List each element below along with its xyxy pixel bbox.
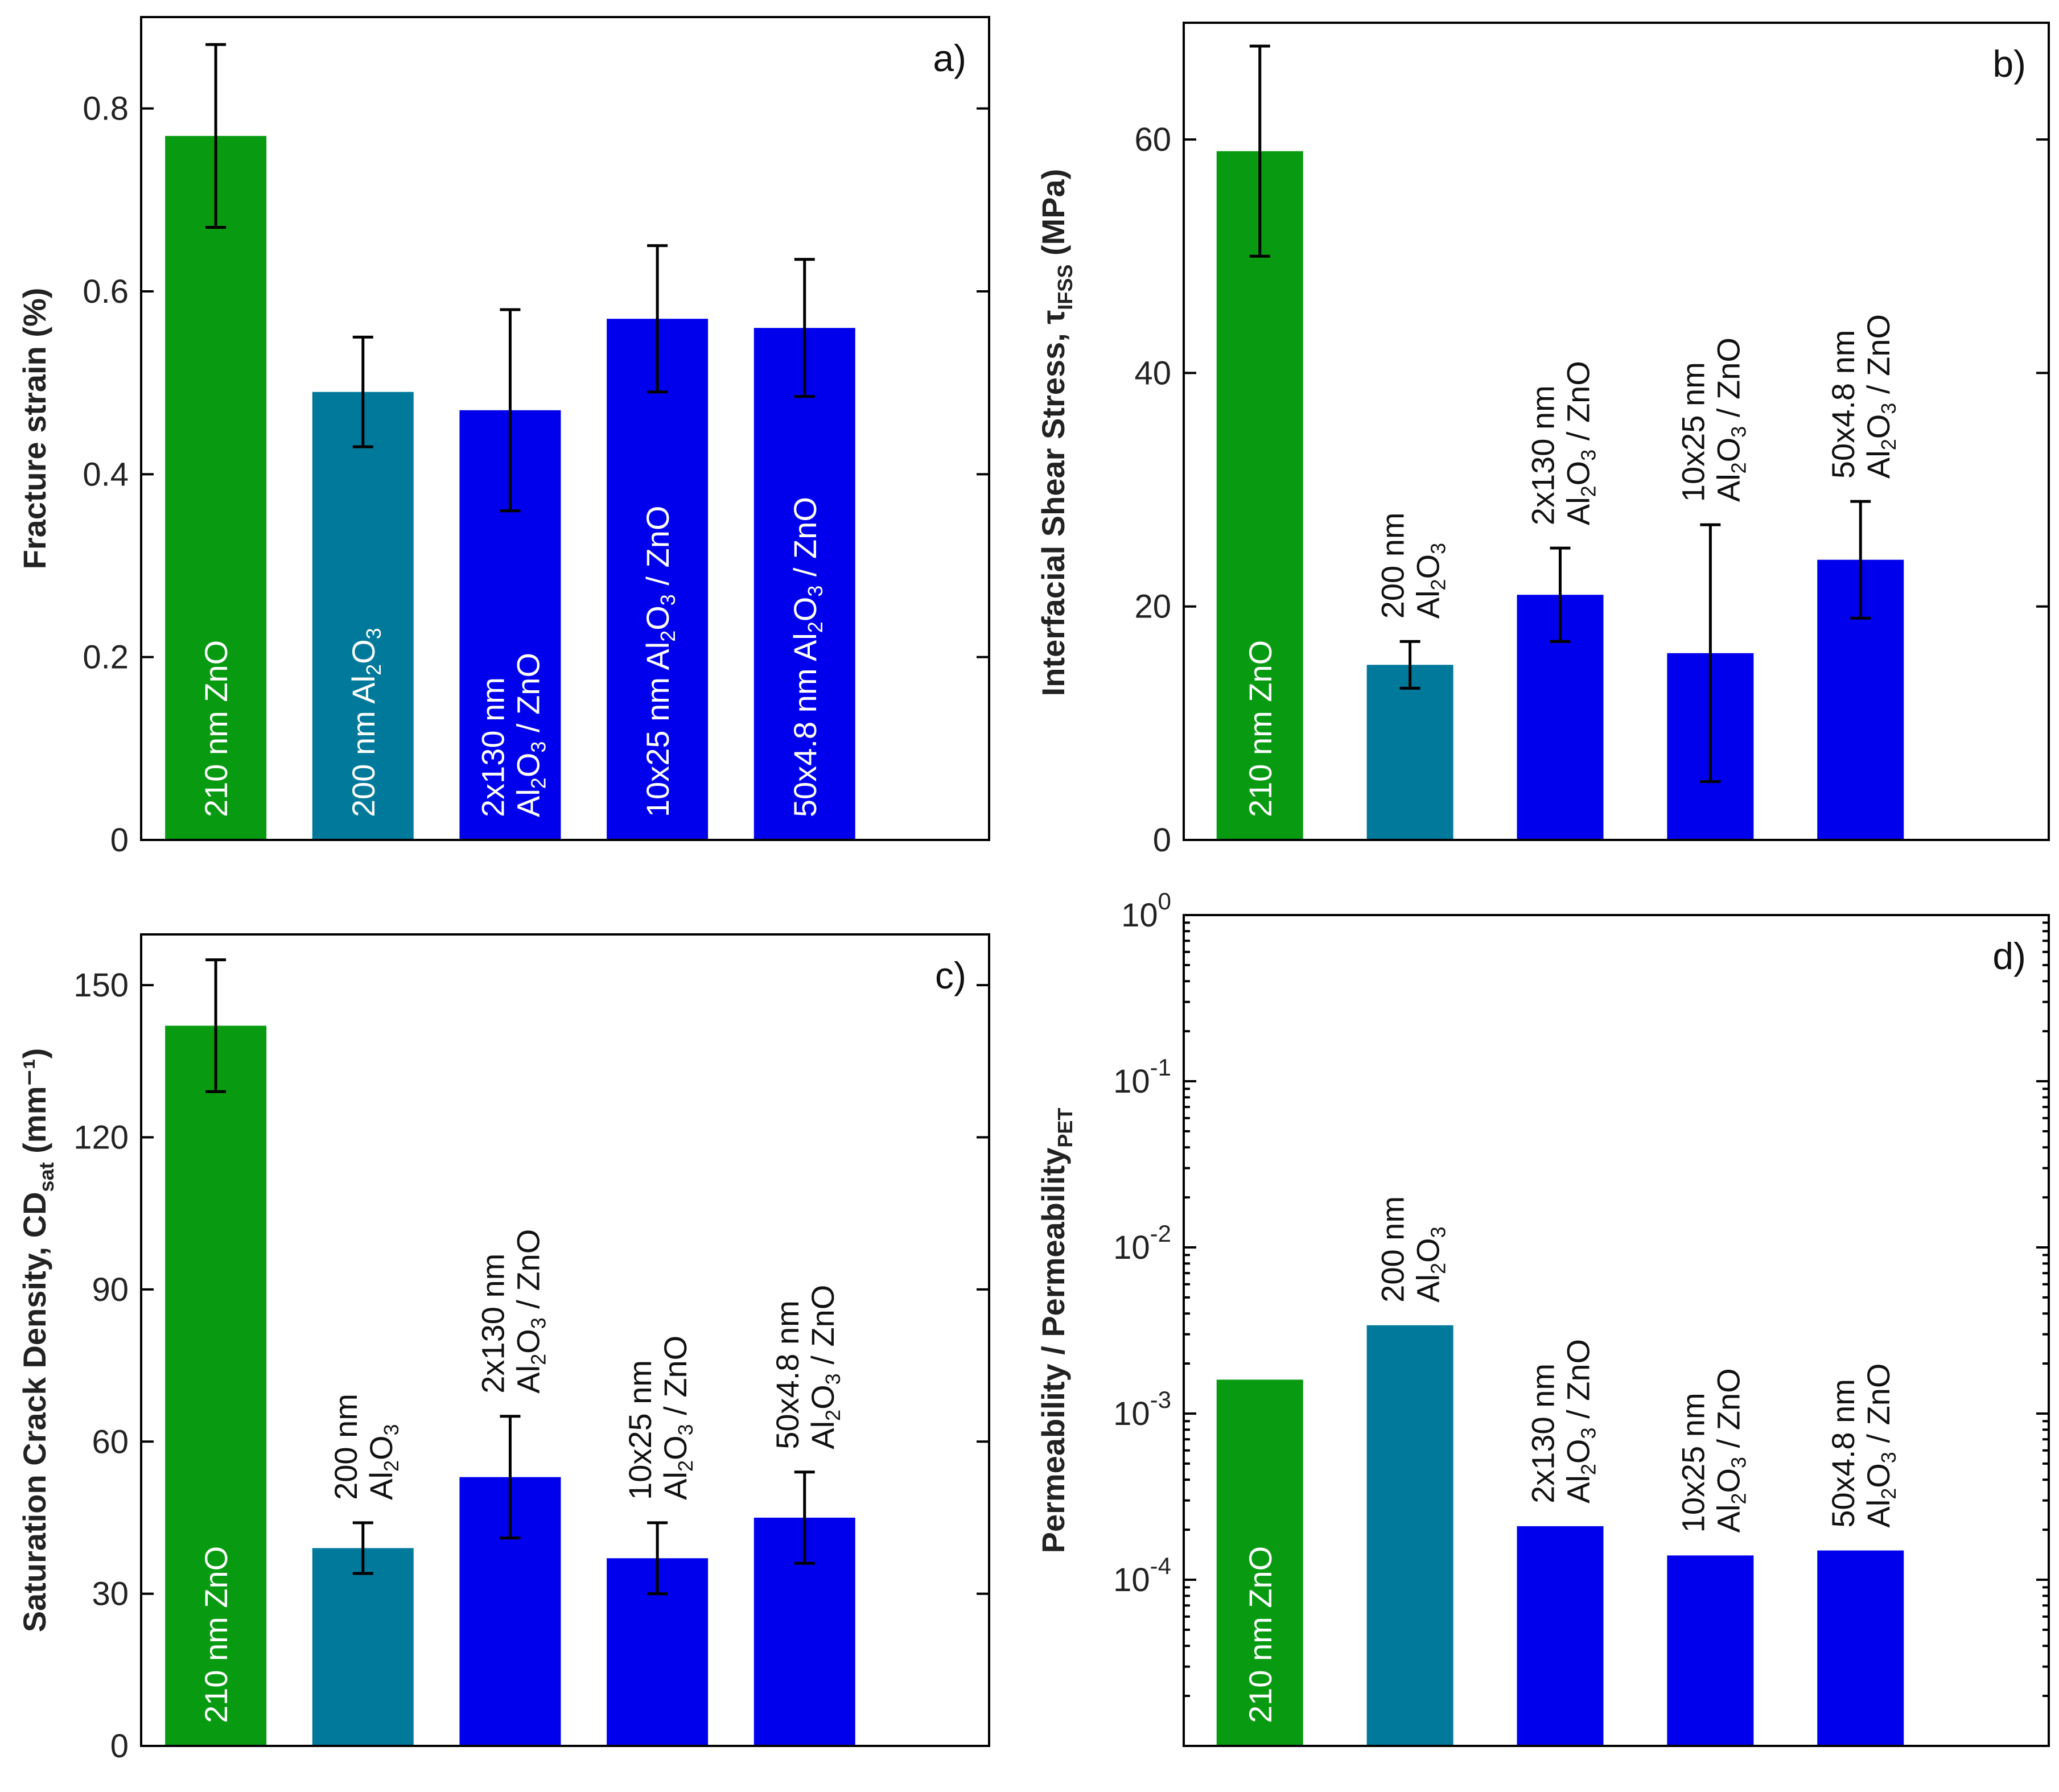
category-label-d-2: 200 nm <box>1375 1196 1411 1303</box>
category-label-d-5: 50x4.8 nm <box>1825 1379 1861 1528</box>
category-label-d-3-line2: Al2O3 / ZnO <box>1560 1339 1600 1503</box>
category-label-c-3: 2x130 nm <box>475 1254 510 1394</box>
ytick-label-a-4: 0.8 <box>83 90 129 127</box>
ytick-label-c-0: 0 <box>110 1728 129 1765</box>
bar-d-4 <box>1667 1555 1754 1746</box>
axes-frame-c <box>140 933 990 1747</box>
category-label-c-1: 210 nm ZnO <box>198 1546 234 1723</box>
category-label-a-3-line2: Al2O3 / ZnO <box>510 653 550 817</box>
axes-frame-d <box>1183 914 2050 1747</box>
ytick-label-d-3: 10-1 <box>1113 1054 1171 1100</box>
panel-label-c: c) <box>935 954 966 996</box>
ytick-label-d-2: 10-2 <box>1113 1220 1171 1266</box>
bar-d-2 <box>1366 1325 1453 1746</box>
ytick-label-c-5: 150 <box>73 967 129 1004</box>
ytick-label-c-2: 60 <box>92 1423 129 1460</box>
ytick-label-c-4: 120 <box>73 1119 129 1156</box>
category-label-c-4: 10x25 nm <box>622 1360 658 1500</box>
category-label-b-1: 210 nm ZnO <box>1242 640 1278 817</box>
panel-label-d: d) <box>1992 935 2026 977</box>
axes-frame-b <box>1183 22 2050 841</box>
panel-label-a: a) <box>933 37 966 79</box>
bar-b-2 <box>1366 665 1453 840</box>
ytick-label-d-1: 10-3 <box>1113 1386 1171 1432</box>
ytick-label-c-1: 30 <box>92 1576 129 1613</box>
ytick-label-a-0: 0 <box>110 822 129 859</box>
category-label-c-5: 50x4.8 nm <box>769 1300 805 1449</box>
category-label-a-3: 2x130 nm <box>475 677 510 817</box>
ytick-label-a-2: 0.4 <box>83 456 129 493</box>
category-label-a-1: 210 nm ZnO <box>198 640 234 817</box>
category-label-c-4-line2: Al2O3 / ZnO <box>657 1336 697 1500</box>
category-label-c-5-line2: Al2O3 / ZnO <box>805 1285 845 1449</box>
category-label-a-5: 50x4.8 nm Al2O3 / ZnO <box>787 497 827 817</box>
ylabel-c: Saturation Crack Density, CDsat (mm⁻¹) <box>17 1048 58 1633</box>
category-label-d-3: 2x130 nm <box>1525 1363 1561 1503</box>
ylabel-a: Fracture strain (%) <box>17 288 52 570</box>
category-label-c-3-line2: Al2O3 / ZnO <box>510 1229 550 1394</box>
ytick-label-c-3: 90 <box>92 1271 129 1308</box>
category-label-b-5-line2: Al2O3 / ZnO <box>1860 314 1900 479</box>
ylabel-d: Permeability / PermeabilityPET <box>1035 1108 1077 1554</box>
category-label-d-1: 210 nm ZnO <box>1242 1546 1278 1723</box>
category-label-d-5-line2: Al2O3 / ZnO <box>1860 1363 1900 1528</box>
bar-a-2 <box>312 392 414 840</box>
category-label-b-4-line2: Al2O3 / ZnO <box>1710 337 1750 502</box>
category-label-d-4-line2: Al2O3 / ZnO <box>1710 1368 1750 1533</box>
category-label-d-4: 10x25 nm <box>1675 1393 1711 1533</box>
bar-c-1 <box>165 1025 267 1746</box>
ytick-label-b-3: 60 <box>1134 121 1171 158</box>
ytick-label-b-2: 40 <box>1134 355 1171 392</box>
axes-frame-a <box>140 16 990 841</box>
category-label-b-5: 50x4.8 nm <box>1825 330 1861 479</box>
category-label-b-3-line2: Al2O3 / ZnO <box>1560 361 1600 525</box>
bar-d-3 <box>1517 1526 1604 1746</box>
ylabel-b: Interfacial Shear Stress, τIFSS (MPa) <box>1035 169 1077 697</box>
category-label-b-2-line2: Al2O3 <box>1410 543 1450 619</box>
bar-a-4 <box>607 319 709 840</box>
ytick-label-d-0: 10-4 <box>1113 1552 1171 1599</box>
bar-c-2 <box>312 1548 414 1746</box>
bar-a-5 <box>753 328 855 840</box>
bar-d-5 <box>1817 1550 1904 1746</box>
category-label-c-2-line2: Al2O3 <box>363 1424 403 1499</box>
ytick-label-b-1: 20 <box>1134 588 1171 625</box>
category-label-d-2-line2: Al2O3 <box>1410 1226 1450 1302</box>
bar-d-1 <box>1216 1379 1303 1746</box>
category-label-a-2: 200 nm Al2O3 <box>345 628 385 817</box>
bar-a-1 <box>165 135 267 840</box>
category-label-b-3: 2x130 nm <box>1525 385 1561 525</box>
ytick-label-b-0: 0 <box>1153 822 1171 859</box>
ytick-label-a-3: 0.6 <box>83 273 129 310</box>
category-label-c-2: 200 nm <box>328 1394 364 1500</box>
category-label-a-4: 10x25 nm Al2O3 / ZnO <box>640 506 680 817</box>
category-label-b-4: 10x25 nm <box>1675 362 1711 502</box>
ytick-label-d-4: 100 <box>1121 888 1171 934</box>
panel-label-b: b) <box>1992 43 2026 85</box>
ytick-label-a-1: 0.2 <box>83 639 129 676</box>
panel-a: 210 nm ZnO 200 nm Al2O3 2x130 nm Al2O3 / Zn… <box>17 16 990 859</box>
category-label-b-2: 200 nm <box>1375 512 1411 619</box>
bar-b-1 <box>1216 151 1303 841</box>
